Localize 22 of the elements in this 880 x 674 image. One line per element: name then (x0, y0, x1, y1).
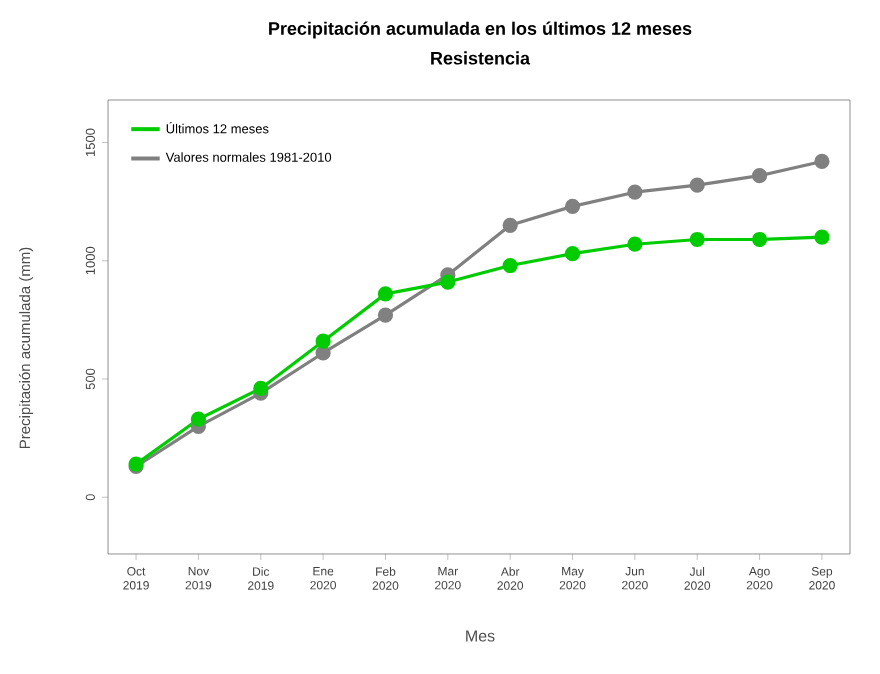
point (502, 217, 518, 233)
point (564, 246, 581, 262)
point (627, 184, 643, 200)
point (751, 231, 768, 248)
point (564, 198, 581, 214)
point (751, 168, 768, 184)
point (502, 257, 518, 274)
point (814, 229, 830, 245)
point (689, 231, 705, 248)
chart-subtitle: Resistencia (431, 51, 531, 65)
point (814, 153, 830, 170)
point (315, 345, 331, 361)
point (627, 236, 643, 252)
point (377, 307, 394, 323)
point (315, 333, 331, 349)
point (689, 177, 705, 193)
chart-title: Precipitación acumulada en los últimos 12 meses (269, 21, 692, 39)
point (440, 274, 456, 290)
point (377, 286, 394, 302)
point (253, 380, 269, 397)
point (190, 411, 207, 427)
x-axis-title: Mes (466, 630, 495, 642)
